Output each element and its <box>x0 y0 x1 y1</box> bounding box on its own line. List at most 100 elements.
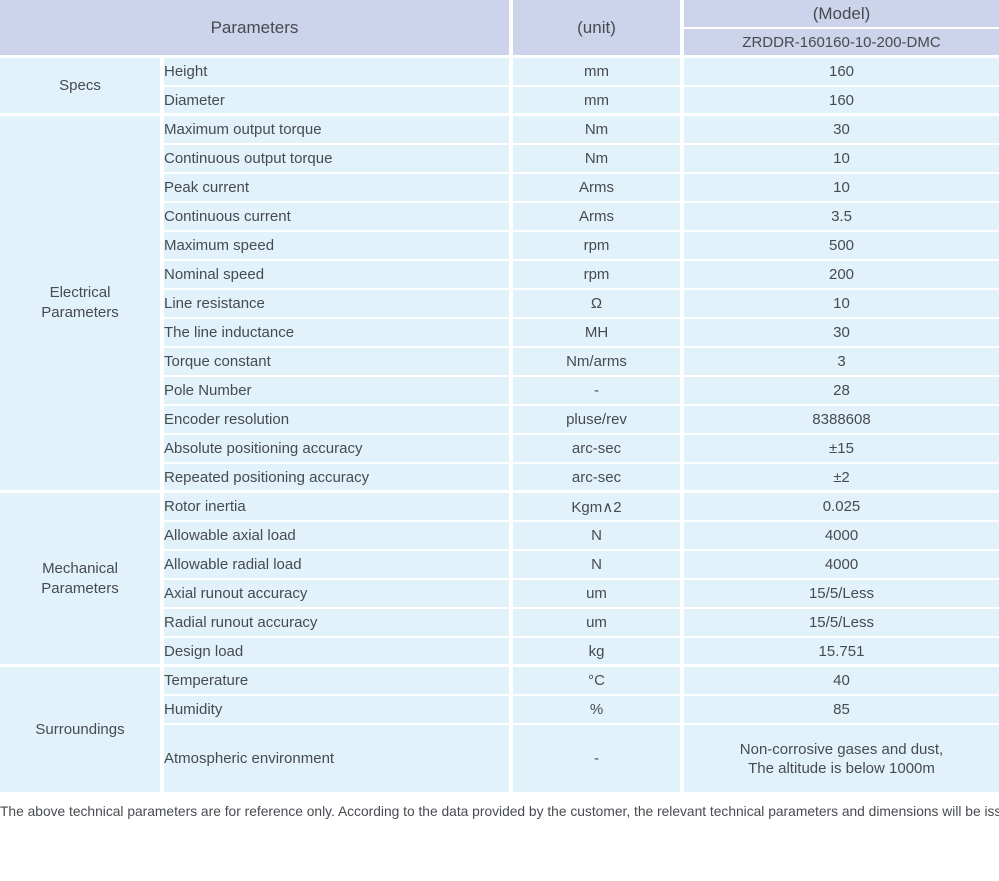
unit-cell: - <box>513 377 684 406</box>
param-cell: Continuous output torque <box>164 145 513 174</box>
unit-cell: kg <box>513 638 684 667</box>
table-row: Electrical Parameters Maximum output tor… <box>0 116 999 493</box>
value-cell: 85 <box>684 696 999 725</box>
param-cell: Encoder resolution <box>164 406 513 435</box>
value-cell: 4000 <box>684 522 999 551</box>
table-header: Parameters (unit) (Model) ZRDDR-160160-1… <box>0 0 999 58</box>
param-cell: Maximum output torque <box>164 116 513 145</box>
value-cell: 10 <box>684 145 999 174</box>
table-row: Maximum speed rpm 500 <box>0 232 999 261</box>
param-cell: Diameter <box>164 87 513 116</box>
param-cell: Absolute positioning accuracy <box>164 435 513 464</box>
value-cell: 30 <box>684 116 999 145</box>
param-cell: Line resistance <box>164 290 513 319</box>
header-model: (Model) <box>684 0 999 29</box>
unit-cell: % <box>513 696 684 725</box>
value-cell: Non-corrosive gases and dust, The altitu… <box>684 725 999 795</box>
unit-cell: - <box>513 725 684 795</box>
section-label-specs: Specs <box>0 58 164 116</box>
table-row: The line inductance MH 30 <box>0 319 999 348</box>
value-cell: ±2 <box>684 464 999 493</box>
unit-cell: Arms <box>513 174 684 203</box>
header-unit: (unit) <box>513 0 684 58</box>
table-row: Axial runout accuracy um 15/5/Less <box>0 580 999 609</box>
value-cell: 10 <box>684 290 999 319</box>
param-cell: Rotor inertia <box>164 493 513 522</box>
table-row: Surroundings Temperature °C 40 <box>0 667 999 795</box>
param-cell: Repeated positioning accuracy <box>164 464 513 493</box>
table-row: Continuous output torque Nm 10 <box>0 145 999 174</box>
table-row: Atmospheric environment - Non-corrosive … <box>0 725 999 795</box>
value-cell: ±15 <box>684 435 999 464</box>
unit-cell: um <box>513 580 684 609</box>
value-cell: 3 <box>684 348 999 377</box>
unit-cell: Arms <box>513 203 684 232</box>
table-row: Diameter mm 160 <box>0 87 999 116</box>
param-cell: Humidity <box>164 696 513 725</box>
value-cell: 28 <box>684 377 999 406</box>
section-label-mechanical: Mechanical Parameters <box>0 493 164 667</box>
param-cell: Nominal speed <box>164 261 513 290</box>
param-cell: Maximum speed <box>164 232 513 261</box>
table-row: Nominal speed rpm 200 <box>0 261 999 290</box>
value-cell: 160 <box>684 58 999 87</box>
unit-cell: pluse/rev <box>513 406 684 435</box>
param-cell: Height <box>164 58 513 87</box>
param-cell: The line inductance <box>164 319 513 348</box>
unit-cell: rpm <box>513 232 684 261</box>
value-cell: 15.751 <box>684 638 999 667</box>
table-row: Pole Number - 28 <box>0 377 999 406</box>
param-cell: Torque constant <box>164 348 513 377</box>
value-cell: 500 <box>684 232 999 261</box>
param-cell: Temperature <box>164 667 513 696</box>
unit-cell: rpm <box>513 261 684 290</box>
table-row: Absolute positioning accuracy arc-sec ±1… <box>0 435 999 464</box>
unit-cell: arc-sec <box>513 435 684 464</box>
table-row: Allowable axial load N 4000 <box>0 522 999 551</box>
unit-cell: Nm <box>513 145 684 174</box>
param-cell: Axial runout accuracy <box>164 580 513 609</box>
table-row: Encoder resolution pluse/rev 8388608 <box>0 406 999 435</box>
unit-cell: N <box>513 522 684 551</box>
value-cell: 3.5 <box>684 203 999 232</box>
value-cell: 40 <box>684 667 999 696</box>
param-cell: Peak current <box>164 174 513 203</box>
table-row: Line resistance Ω 10 <box>0 290 999 319</box>
unit-cell: Ω <box>513 290 684 319</box>
table-row: Peak current Arms 10 <box>0 174 999 203</box>
param-cell: Design load <box>164 638 513 667</box>
value-cell: 4000 <box>684 551 999 580</box>
value-cell: 15/5/Less <box>684 609 999 638</box>
unit-cell: N <box>513 551 684 580</box>
unit-cell: °C <box>513 667 684 696</box>
header-parameters: Parameters <box>0 0 513 58</box>
value-cell: 200 <box>684 261 999 290</box>
table-row: Design load kg 15.751 <box>0 638 999 667</box>
header-model-number: ZRDDR-160160-10-200-DMC <box>684 29 999 58</box>
unit-cell: MH <box>513 319 684 348</box>
unit-cell: Nm/arms <box>513 348 684 377</box>
table-row: Mechanical Parameters Rotor inertia Kgm∧… <box>0 493 999 667</box>
unit-cell: um <box>513 609 684 638</box>
unit-cell: mm <box>513 87 684 116</box>
table-row: Specs Height mm 160 <box>0 58 999 116</box>
value-cell: 8388608 <box>684 406 999 435</box>
section-label-electrical: Electrical Parameters <box>0 116 164 493</box>
table-row: Radial runout accuracy um 15/5/Less <box>0 609 999 638</box>
param-cell: Pole Number <box>164 377 513 406</box>
section-label-surroundings: Surroundings <box>0 667 164 795</box>
table-row: Continuous current Arms 3.5 <box>0 203 999 232</box>
unit-cell: arc-sec <box>513 464 684 493</box>
value-cell: 30 <box>684 319 999 348</box>
unit-cell: mm <box>513 58 684 87</box>
param-cell: Continuous current <box>164 203 513 232</box>
value-cell: 160 <box>684 87 999 116</box>
table-row: Torque constant Nm/arms 3 <box>0 348 999 377</box>
value-cell: 15/5/Less <box>684 580 999 609</box>
footnote: The above technical parameters are for r… <box>0 804 999 819</box>
unit-cell: Nm <box>513 116 684 145</box>
param-cell: Allowable axial load <box>164 522 513 551</box>
table-row: Repeated positioning accuracy arc-sec ±2 <box>0 464 999 493</box>
unit-cell: Kgm∧2 <box>513 493 684 522</box>
